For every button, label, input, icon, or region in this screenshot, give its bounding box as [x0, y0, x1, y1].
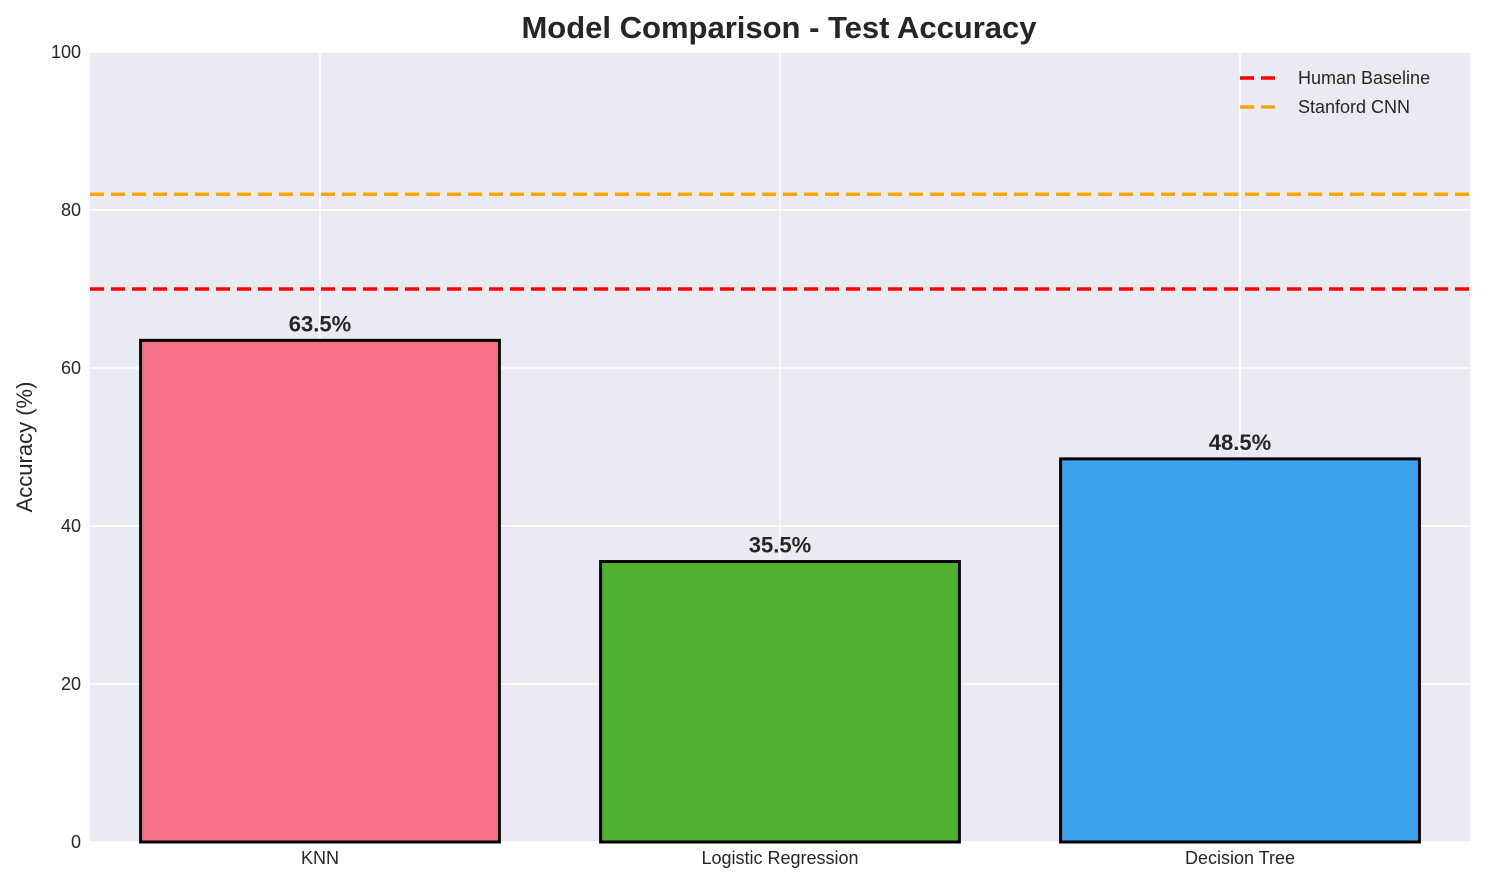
- bars: [139, 338, 1421, 844]
- bar-value-label: 63.5%: [289, 311, 351, 336]
- y-tick-label: 80: [61, 200, 81, 220]
- y-tick-label: 40: [61, 516, 81, 536]
- y-tick-label: 100: [51, 42, 81, 62]
- chart-title: Model Comparison - Test Accuracy: [521, 10, 1037, 45]
- legend-label: Human Baseline: [1298, 68, 1430, 88]
- y-axis-ticks: 0 20 40 60 80 100: [51, 42, 81, 852]
- x-tick-label: KNN: [301, 848, 339, 868]
- legend: Human Baseline Stanford CNN: [1240, 68, 1430, 117]
- bar-value-label: 35.5%: [749, 533, 811, 558]
- y-tick-label: 20: [61, 674, 81, 694]
- y-tick-label: 60: [61, 358, 81, 378]
- y-axis-label: Accuracy (%): [12, 382, 37, 513]
- x-tick-label: Logistic Regression: [701, 848, 858, 868]
- x-tick-label: Decision Tree: [1185, 848, 1295, 868]
- legend-label: Stanford CNN: [1298, 97, 1410, 117]
- bar: [599, 560, 961, 844]
- y-tick-label: 0: [71, 832, 81, 852]
- bar-value-label: 48.5%: [1209, 430, 1271, 455]
- bar-value-labels: 63.5% 35.5% 48.5%: [289, 311, 1271, 557]
- x-axis-ticks: KNN Logistic Regression Decision Tree: [301, 848, 1295, 868]
- bar: [139, 338, 501, 844]
- bar: [1059, 457, 1421, 844]
